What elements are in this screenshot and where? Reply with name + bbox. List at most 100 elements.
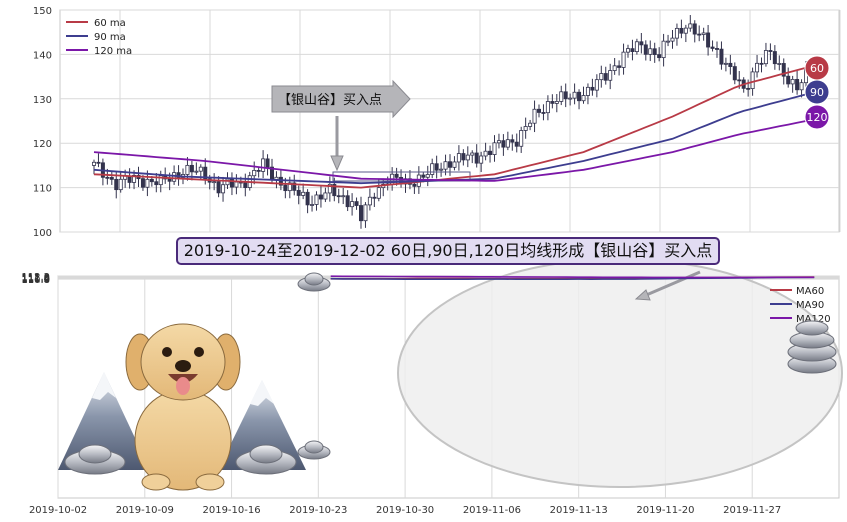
candle-body xyxy=(514,141,519,147)
buy-point-arrow: 【银山谷】买入点 xyxy=(271,79,411,172)
candle-body xyxy=(292,182,297,191)
candle-body xyxy=(109,177,114,180)
badge-120 xyxy=(804,104,830,130)
candle-body xyxy=(657,54,662,59)
candle-body xyxy=(599,73,604,81)
candle-body xyxy=(492,142,497,155)
bottom-y-tick-label: 111.8 xyxy=(21,273,50,284)
candle-body xyxy=(318,194,323,200)
bottom-x-tick-label: 2019-10-09 xyxy=(116,505,174,516)
candle-body xyxy=(127,175,132,183)
candle-body xyxy=(132,174,137,183)
candle-body xyxy=(172,172,177,182)
candle-body xyxy=(666,40,671,43)
candle-body xyxy=(430,163,435,175)
candle-body xyxy=(617,65,622,68)
candle-body xyxy=(305,191,310,206)
candle-body xyxy=(674,27,679,39)
candle-body xyxy=(496,140,501,144)
candle-body xyxy=(723,62,728,65)
candle-body xyxy=(278,176,283,186)
candle-body xyxy=(301,191,306,196)
candle-body xyxy=(443,161,448,170)
legend-label-90ma: 90 ma xyxy=(94,32,126,43)
candle-body xyxy=(630,48,635,53)
candle-body xyxy=(243,181,248,188)
candle-body xyxy=(140,178,145,188)
candle-body xyxy=(212,181,217,184)
candle-body xyxy=(149,178,154,183)
candle-body xyxy=(314,194,319,205)
candle-body xyxy=(265,158,270,168)
candle-body xyxy=(537,108,542,113)
candle-body xyxy=(648,48,653,55)
candle-body xyxy=(706,32,711,48)
candle-body xyxy=(777,63,782,65)
candle-body xyxy=(341,195,346,198)
candle-body xyxy=(585,86,590,96)
candle-body xyxy=(354,201,359,206)
candle-body xyxy=(105,176,110,179)
candle-body xyxy=(594,79,599,91)
candle-body xyxy=(559,91,564,102)
candle-body xyxy=(225,178,230,186)
silver-ingot-stack-icon xyxy=(787,320,837,374)
candle-body xyxy=(96,161,101,164)
candle-body xyxy=(795,78,800,91)
candle-body xyxy=(670,37,675,42)
candle-body xyxy=(145,178,150,188)
candle-body xyxy=(612,65,617,71)
top-y-tick-label: 110 xyxy=(33,184,52,195)
candle-body xyxy=(563,91,568,100)
candle-body xyxy=(572,91,577,99)
candle-body xyxy=(92,161,97,166)
candle-body xyxy=(465,154,470,161)
candle-body xyxy=(287,182,292,192)
bottom-y-tick-label: 111.4 xyxy=(21,274,50,285)
candle-body xyxy=(185,164,190,175)
bottom-x-tick-label: 2019-10-30 xyxy=(376,505,434,516)
candle-body xyxy=(799,82,804,91)
candle-body xyxy=(154,181,159,186)
top-y-tick-label: 140 xyxy=(33,50,52,61)
candle-body xyxy=(661,40,666,59)
candle-body xyxy=(692,23,697,35)
bottom-legend: MA60 MA90 MA120 xyxy=(770,286,831,325)
candle-body xyxy=(372,196,377,199)
candle-body xyxy=(710,46,715,49)
candle-body xyxy=(363,204,368,222)
candle-body xyxy=(474,152,479,164)
bottom-ma120-line xyxy=(330,275,815,279)
legend-label-ma60: MA60 xyxy=(796,286,824,297)
candle-body xyxy=(221,184,226,194)
candle-body xyxy=(763,50,768,65)
candle-body xyxy=(283,184,288,192)
candle-body xyxy=(252,170,257,177)
candle-body xyxy=(483,150,488,157)
candle-body xyxy=(688,23,693,29)
candle-body xyxy=(772,51,777,65)
candle-body xyxy=(554,101,559,104)
candle-body xyxy=(679,27,684,34)
candle-body xyxy=(755,62,760,73)
candle-body xyxy=(590,86,595,91)
candle-body xyxy=(114,178,119,191)
legend-label-120ma: 120 ma xyxy=(94,46,132,57)
ma60-line xyxy=(93,66,807,189)
top-y-tick-label: 120 xyxy=(33,139,52,150)
candle-body xyxy=(523,126,528,131)
bottom-ma-lines xyxy=(330,275,815,281)
candle-body xyxy=(634,41,639,53)
candle-body xyxy=(479,155,484,164)
candle-body xyxy=(510,139,515,143)
candle-body xyxy=(189,164,194,173)
candle-body xyxy=(581,95,586,102)
candle-body xyxy=(768,50,773,52)
candle-body xyxy=(746,87,751,90)
candle-body xyxy=(434,163,439,171)
ma-line-chart: 110.8111.0111.2111.4111.6111.8112.0112.2… xyxy=(21,258,843,516)
candle-body xyxy=(603,73,608,81)
candle-body xyxy=(394,173,399,178)
candle-body xyxy=(447,161,452,168)
